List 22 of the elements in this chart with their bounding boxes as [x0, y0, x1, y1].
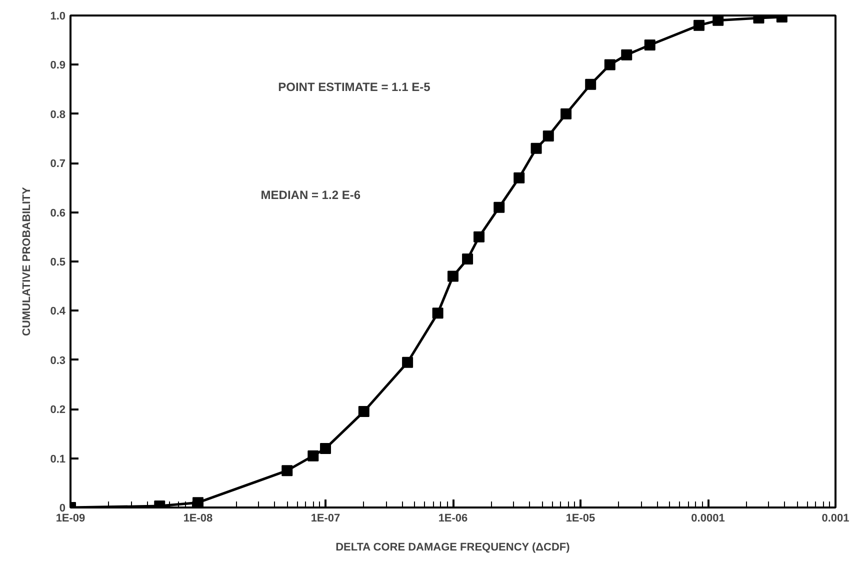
x-tick-label: 0.0001	[691, 512, 725, 524]
x-tick-label: 1E-08	[183, 512, 213, 524]
y-tick-label: 0.8	[50, 108, 66, 121]
y-tick-label: 0.6	[50, 207, 66, 220]
x-tick-label: 1E-06	[438, 512, 468, 524]
y-tick-label: 0.4	[50, 306, 66, 318]
x-tick-label: 1E-09	[56, 512, 86, 524]
y-tick-label: 0.9	[50, 60, 66, 72]
annotation: MEDIAN = 1.2 E-6	[260, 188, 361, 202]
annotation: POINT ESTIMATE = 1.1 E-5	[278, 80, 431, 94]
x-tick-label: 0.001	[822, 512, 850, 524]
y-tick-label: 1.0	[50, 10, 66, 22]
y-tick-label: 0.5	[50, 256, 66, 268]
y-tick-label: 0	[59, 502, 66, 514]
x-tick-label: 1E-07	[310, 512, 340, 524]
y-tick-label: 0.3	[50, 354, 66, 367]
y-tick-label: 0.2	[50, 404, 66, 416]
x-tick-label: 1E-05	[566, 512, 596, 524]
x-axis-title: DELTA CORE DAMAGE FREQUENCY (ΔCDF)	[336, 542, 570, 554]
y-axis-title: CUMULATIVE PROBABILITY	[21, 186, 34, 336]
y-tick-label: 0.1	[50, 453, 66, 466]
y-tick-label: 0.7	[50, 158, 66, 170]
